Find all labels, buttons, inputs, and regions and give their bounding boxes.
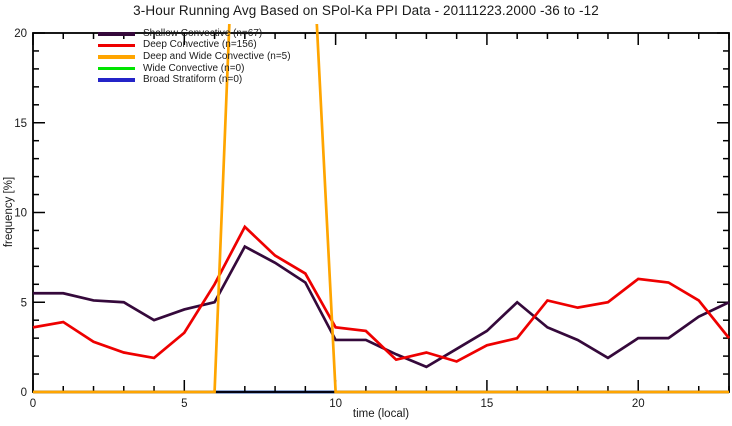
- x-tick-label: 5: [181, 398, 187, 410]
- series-line: [33, 244, 730, 369]
- legend-swatch: [98, 32, 135, 36]
- legend-item: Wide Convective (n=0): [98, 63, 291, 75]
- y-tick-label: 20: [14, 28, 27, 40]
- chart-title: 3-Hour Running Avg Based on SPol-Ka PPI …: [133, 3, 599, 18]
- y-axis-label: frequency [%]: [3, 176, 15, 248]
- x-axis-label: time (local): [352, 408, 410, 420]
- y-tick-label: 5: [21, 297, 27, 309]
- legend-label: Shallow Convective (n=67): [143, 27, 263, 39]
- legend-swatch: [98, 43, 135, 48]
- x-tick-label: 0: [30, 398, 36, 410]
- legend-swatch: [98, 66, 135, 71]
- legend-item: Deep Convective (n=156): [98, 40, 291, 52]
- legend-label: Deep Convective (n=156): [143, 39, 257, 51]
- y-tick-label: 15: [14, 118, 27, 130]
- series-line: [33, 24, 729, 394]
- x-tick-label: 10: [329, 398, 342, 410]
- x-tick-label: 20: [632, 398, 645, 410]
- y-tick-label: 10: [14, 208, 27, 220]
- legend-label: Wide Convective (n=0): [143, 62, 245, 74]
- plot-frame: [32, 32, 730, 393]
- legend-item: Shallow Convective (n=67): [98, 28, 291, 40]
- legend-item: Broad Stratiform (n=0): [98, 74, 291, 86]
- legend-item: Deep and Wide Convective (n=5): [98, 51, 291, 63]
- y-tick-label: 0: [21, 387, 27, 399]
- x-tick-label: 15: [481, 398, 494, 410]
- legend-swatch: [98, 55, 135, 59]
- legend-label: Deep and Wide Convective (n=5): [143, 50, 291, 62]
- series-line: [32, 224, 731, 363]
- legend: Shallow Convective (n=67) Deep Convective…: [98, 28, 291, 86]
- legend-label: Broad Stratiform (n=0): [143, 74, 243, 86]
- legend-swatch: [98, 78, 135, 82]
